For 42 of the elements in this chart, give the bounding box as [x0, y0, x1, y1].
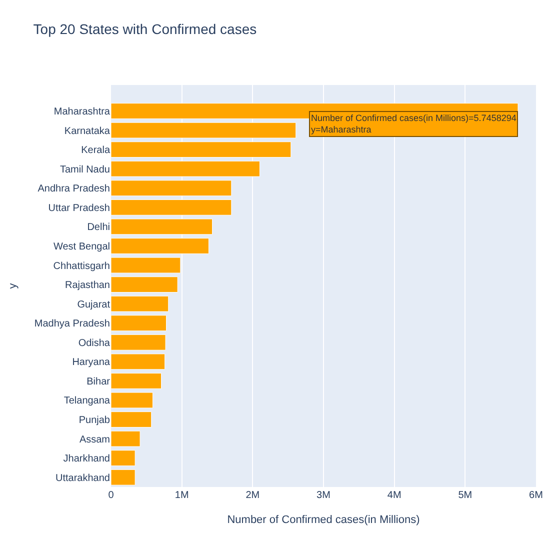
x-tick-label: 6M [529, 490, 543, 501]
x-tick-label: 0 [108, 490, 114, 501]
y-tick-label: Telangana [64, 396, 110, 407]
x-tick-label: 5M [458, 490, 472, 501]
y-tick-label: Punjab [78, 415, 110, 426]
bar [111, 354, 166, 370]
x-axis-title: Number of Confirmed cases(in Millions) [227, 514, 420, 526]
y-tick-label: Assam [79, 434, 110, 446]
y-tick-label: Haryana [72, 357, 110, 368]
y-tick-label: Madhya Pradesh [34, 318, 110, 330]
bar [111, 412, 152, 428]
bar [111, 450, 136, 466]
y-axis-title: y [7, 282, 20, 289]
y-tick-label: Uttar Pradesh [48, 202, 110, 214]
chart-title: Top 20 States with Confirmed cases [33, 21, 257, 38]
bar [111, 296, 169, 312]
y-tick-label: Rajasthan [64, 280, 110, 292]
y-tick-label: Delhi [87, 222, 110, 234]
y-tick-label: Gujarat [77, 299, 110, 310]
bar [111, 315, 166, 332]
y-tick-label: Kerala [81, 145, 110, 156]
bar [111, 392, 154, 408]
x-tick-label: 3M [316, 490, 330, 501]
y-tick-label: Odisha [78, 338, 110, 349]
y-tick-label: Karnataka [64, 126, 110, 137]
y-tick-label: West Bengal [53, 241, 110, 252]
bar [111, 430, 140, 447]
y-tick-label: Tamil Nadu [60, 164, 110, 176]
y-tick-label: Maharashtra [54, 106, 110, 118]
bar [111, 276, 178, 292]
annotation: Number of Confirmed cases(in Millions)=5.7458294 y=Maharashtra [311, 113, 516, 135]
bar [111, 372, 162, 389]
x-tick-label: 2M [246, 490, 260, 501]
y-tick-label: Jharkhand [63, 454, 110, 465]
y-tick-label: Uttarakhand [56, 472, 110, 484]
y-tick-label: Andhra Pradesh [38, 184, 110, 195]
bar [111, 469, 136, 486]
y-tick-label: Bihar [86, 376, 111, 388]
bar [111, 334, 166, 350]
x-tick-label: 1M [174, 490, 189, 501]
x-tick-label: 4M [387, 490, 402, 501]
y-tick-label: Chhattisgarh [53, 260, 110, 272]
